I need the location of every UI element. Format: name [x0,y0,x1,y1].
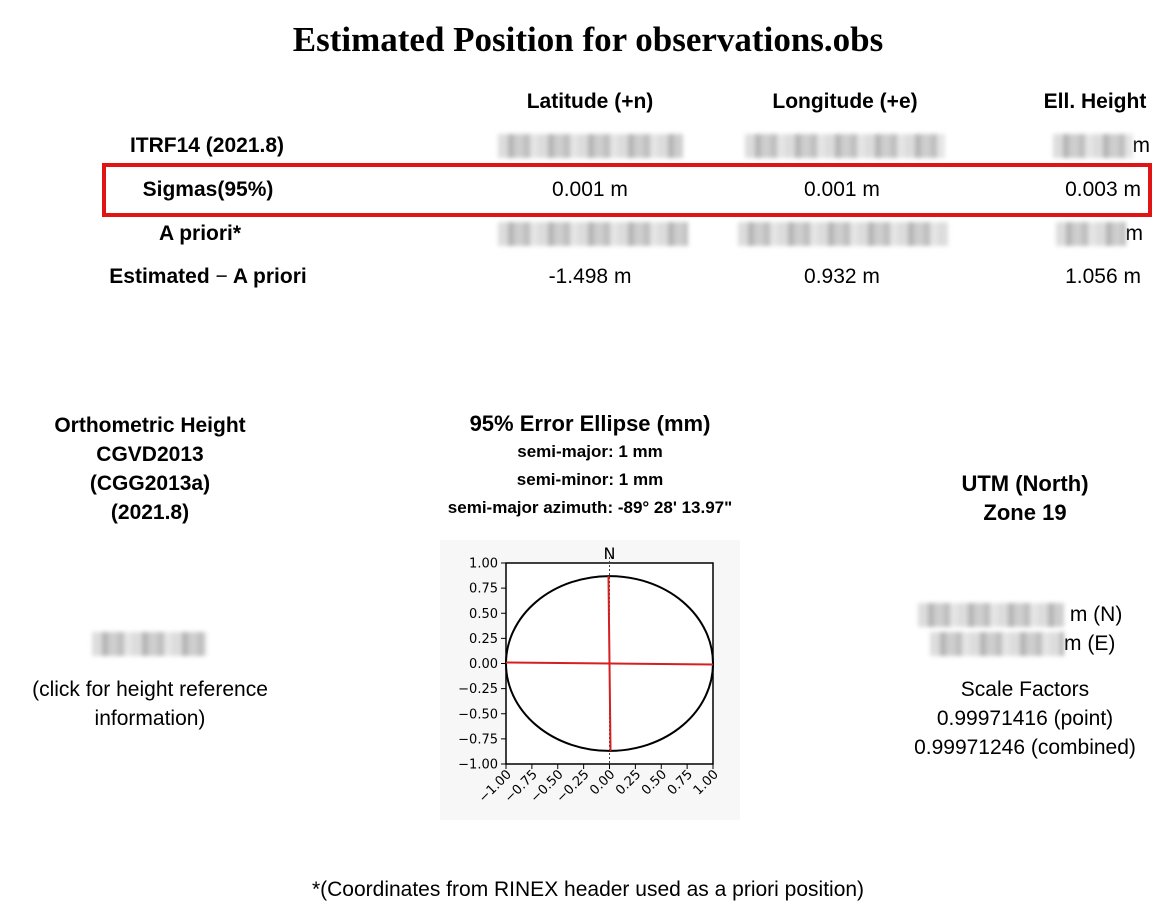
orthometric-height-redacted [92,632,207,656]
semi-minor-axis-line [607,576,612,751]
row-label-a-priori: A priori* [158,222,242,245]
scale-factors-title: Scale Factors [960,678,1090,701]
utm-title-line-2: Zone 19 [983,500,1067,525]
ortho-line-1: Orthometric Height [54,414,246,437]
sigmas-highlight-box [102,163,1152,217]
row-label-sigmas: Sigmas(95%) [142,178,274,201]
column-header-ell-height: Ell. Height [1043,90,1147,113]
ellipse-heading: 95% Error Ellipse (mm) [469,411,711,436]
x-tick-label: 0.75 [665,767,696,798]
orthometric-height-heading: Orthometric Height CGVD2013 (CGG2013a) (… [10,411,290,527]
azimuth-text: semi-major azimuth: -89° 28' 13.97" [447,498,733,517]
sigma-latitude: 0.001 m [552,178,628,201]
column-header-longitude: Longitude (+e) [772,90,918,113]
utm-easting-row: m (E) [930,632,1116,657]
diff-height: 1.056 m [1065,265,1141,288]
y-tick-label: 0.50 [469,607,498,622]
y-tick-label: −0.50 [458,707,498,722]
column-header-latitude: Latitude (+n) [526,90,654,113]
y-tick-label: −1.00 [458,758,498,773]
utm-heading: UTM (North) Zone 19 [905,469,1145,527]
ortho-line-3: (CGG2013a) [89,472,211,495]
error-ellipse-chart: N1.000.750.500.250.00−0.25−0.50−0.75−1.0… [458,544,722,806]
sigma-height: 0.003 m [1065,178,1141,201]
y-tick-label: 0.75 [469,582,498,597]
error-ellipse-plot: N 1.00 0.75 0.50 0.25 0.00 −0.25 −0.50 −0.75 −1.0… [440,540,740,820]
y-tick-label: 1.00 [469,557,498,572]
apriori-latitude-redacted [498,222,688,246]
label-separator: − [215,265,228,288]
ellipse-params: semi-major: 1 mm semi-minor: 1 mm semi-m… [400,438,780,522]
row-label-itrf14: ITRF14 (2021.8) [129,134,285,157]
y-tick-label: −0.75 [458,732,498,747]
height-unit: m [1132,134,1151,157]
link-line-1: (click for height reference [32,678,268,701]
height-reference-link[interactable]: (click for height reference information) [0,675,300,733]
scale-factors-block: Scale Factors 0.99971416 (point) 0.99971… [880,675,1170,762]
diff-longitude: 0.932 m [804,265,880,288]
ortho-line-4: (2021.8) [110,501,190,524]
label-estimated: Estimated [109,265,210,288]
diff-latitude: -1.498 m [548,265,632,288]
x-tick-label: 0.00 [587,767,618,798]
semi-major-text: semi-major: 1 mm [517,442,663,461]
north-label: N [604,544,616,563]
footer-note: *(Coordinates from RINEX header used as … [311,878,865,901]
longitude-redacted [745,134,945,158]
latitude-redacted [498,134,683,158]
northing-unit: m (N) [1069,603,1123,626]
easting-unit: m (E) [1064,632,1116,655]
y-tick-label: 0.25 [469,632,498,647]
link-line-2: information) [94,707,206,730]
x-tick-label: 1.00 [691,767,722,798]
x-tick-label: 0.25 [613,767,644,798]
x-tick-label: 0.50 [639,767,670,798]
y-tick-label: 0.00 [469,657,498,672]
page-title: Estimated Position for observations.obs [292,20,884,59]
utm-title-line-1: UTM (North) [961,471,1089,496]
height-itrf14: m [1040,134,1151,159]
apriori-longitude-redacted [738,222,948,246]
scale-factor-point: 0.99971416 (point) [936,707,1114,730]
semi-minor-text: semi-minor: 1 mm [516,470,664,489]
scale-factor-combined: 0.99971246 (combined) [914,736,1136,759]
y-tick-label: −0.25 [458,682,498,697]
height-unit: m [1125,222,1144,245]
label-apriori: A priori [232,265,307,288]
ortho-line-2: CGVD2013 [96,443,204,466]
height-apriori: m [1040,222,1144,247]
row-label-estimated-minus-apriori: Estimated − A priori [58,265,358,289]
sigma-longitude: 0.001 m [804,178,880,201]
utm-northing-row: m (N) [918,603,1123,628]
